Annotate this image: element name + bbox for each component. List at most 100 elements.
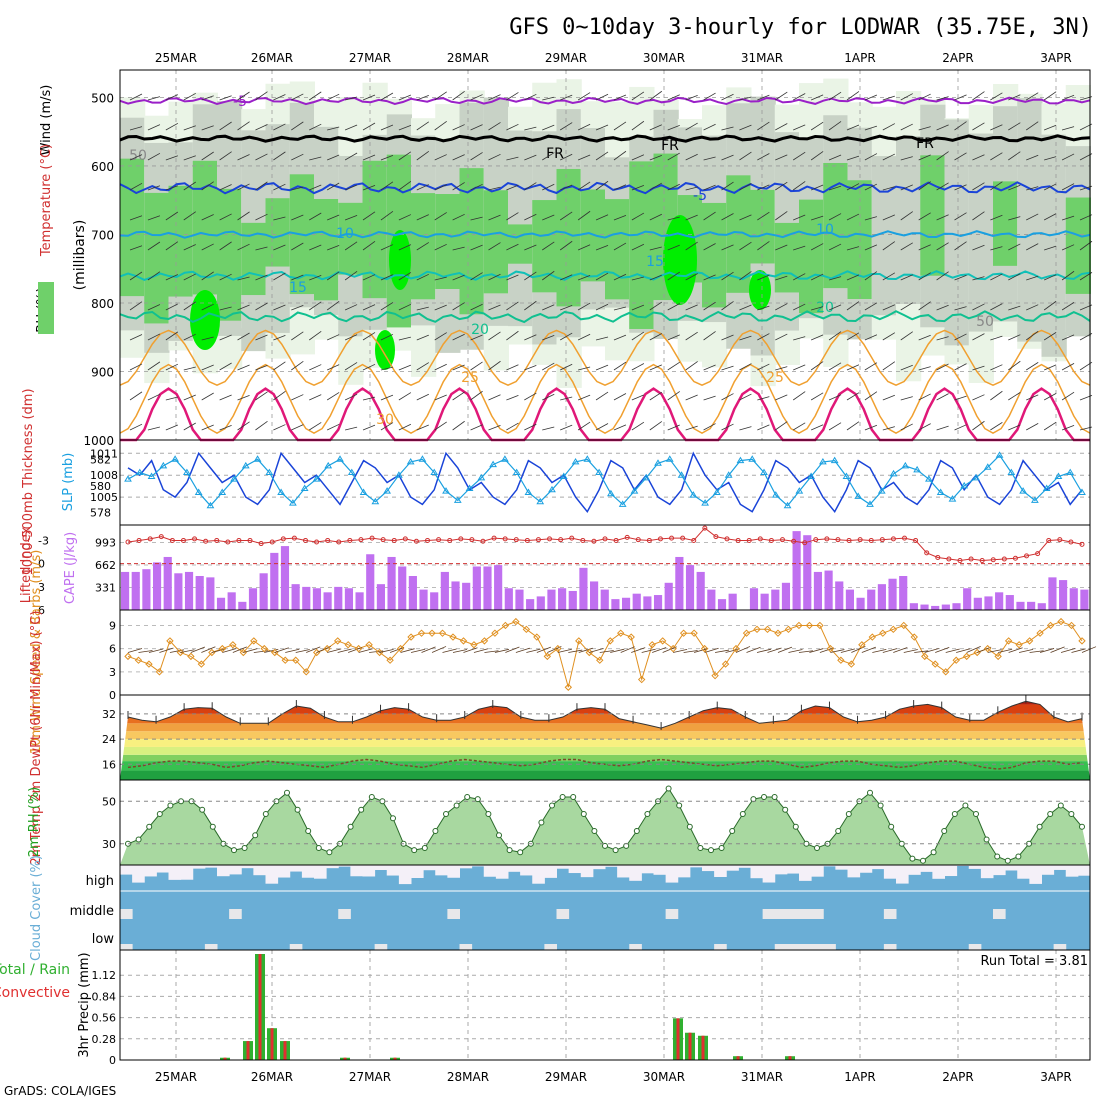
isotherm-line xyxy=(119,96,1091,106)
wind-barb xyxy=(918,244,931,251)
lifted-index-point xyxy=(635,537,641,543)
wind-barb xyxy=(613,94,627,101)
date-label-bottom: 30MAR xyxy=(643,1070,685,1084)
wind-barb-10m xyxy=(861,646,876,653)
lifted-index-point xyxy=(535,537,541,543)
wind-barb xyxy=(398,364,412,371)
cape-bar xyxy=(408,576,417,610)
thickness-point xyxy=(135,468,144,476)
wind-barb xyxy=(488,360,501,371)
temp-band xyxy=(120,746,1090,755)
wind-barb xyxy=(685,425,698,431)
cloud-middle-gap xyxy=(665,909,679,919)
cloud-level-label: low xyxy=(92,932,115,947)
wind-barb-10m xyxy=(966,646,981,653)
pressure-tick-label: 1000 xyxy=(83,434,114,448)
cloud-high-gap xyxy=(1017,865,1030,879)
wind-barb xyxy=(398,94,412,101)
rh2m-point xyxy=(602,842,608,849)
lifted-index-point xyxy=(358,537,364,543)
cloud-high-gap xyxy=(653,865,667,875)
cloud-low-gap xyxy=(714,944,727,950)
precip-convective-label: Convective xyxy=(0,985,70,1001)
contour-label: 20 xyxy=(471,322,489,338)
wind-barb xyxy=(452,124,465,131)
rh-fill-green xyxy=(920,155,946,276)
wind-barb-10m xyxy=(201,646,216,653)
rh-fill-green xyxy=(993,181,1019,266)
wind-speed-point xyxy=(260,644,268,653)
cape-bar xyxy=(270,552,279,610)
wind-speed-point xyxy=(721,660,730,668)
thickness-point xyxy=(972,473,980,481)
thickness-point xyxy=(807,472,815,480)
thickness-point xyxy=(442,487,450,494)
wind-barb xyxy=(416,94,429,101)
cape-bar xyxy=(835,581,844,610)
thickness-point xyxy=(324,461,333,469)
cloud-high-gap xyxy=(556,865,570,869)
cape-bar xyxy=(344,588,354,610)
wind-barb xyxy=(757,363,770,371)
wind-barb xyxy=(398,151,412,161)
wind-speed-point xyxy=(554,644,562,653)
wind-barb xyxy=(972,182,985,191)
wind-barb xyxy=(1008,360,1021,371)
wind-barb xyxy=(434,394,447,401)
rh2m-point xyxy=(782,806,789,813)
cape-bar xyxy=(462,582,471,610)
cape-bar xyxy=(152,562,162,610)
wind-speed-point xyxy=(606,637,614,645)
rh-fill-green xyxy=(508,224,534,264)
wind-barb xyxy=(577,154,591,161)
cloud-high-gap xyxy=(314,865,327,879)
cloud-high-gap xyxy=(495,865,509,879)
wind-barb xyxy=(183,366,196,371)
cloud-low-gap xyxy=(774,944,788,950)
rh2m-point xyxy=(538,819,545,826)
lifted-index-point xyxy=(436,537,442,543)
lifted-index-point xyxy=(269,539,275,545)
slp-tick-label: 1011 xyxy=(90,447,118,460)
rh2m-point xyxy=(1057,802,1064,809)
wind-barb xyxy=(524,392,537,401)
wind-barb xyxy=(685,153,698,161)
wind-barb xyxy=(1026,243,1039,251)
wind-speed-point xyxy=(134,656,143,664)
wind-barb xyxy=(703,123,716,131)
wind-barb xyxy=(739,271,752,281)
wind-barb xyxy=(416,121,430,131)
wind-barb-10m xyxy=(777,646,793,653)
wind-barb xyxy=(595,364,609,371)
wind-barb xyxy=(344,304,358,311)
rh2m-point xyxy=(612,847,619,854)
wind-barb xyxy=(398,272,412,281)
wind-barb xyxy=(595,214,609,221)
cloud-middle-gap xyxy=(447,909,460,919)
lifted-index-point xyxy=(347,537,353,543)
wind-barb xyxy=(183,125,196,131)
wind-barb xyxy=(416,214,429,221)
thickness-point xyxy=(783,501,792,509)
precip-tick-label: 0.84 xyxy=(92,990,117,1003)
wind-barb xyxy=(595,180,609,191)
cape-bar xyxy=(227,592,236,610)
wind-barb xyxy=(542,96,555,101)
lifted-index-point xyxy=(768,537,774,543)
wind-speed-point xyxy=(816,621,824,630)
wind-speed-point xyxy=(386,656,394,664)
wind-barb xyxy=(882,123,896,131)
wind-barb xyxy=(165,155,178,161)
cloud-high-gap xyxy=(714,865,727,877)
wind-barb xyxy=(577,421,591,431)
rh-fill-mid xyxy=(1041,134,1067,357)
wind-barb xyxy=(237,364,250,371)
wind-barb xyxy=(900,184,913,191)
cape-bar xyxy=(558,588,567,610)
temp-tick-label: 16 xyxy=(102,758,116,771)
wind-barb xyxy=(129,363,143,371)
wind-barb xyxy=(918,334,931,341)
lifted-index-point xyxy=(624,534,630,540)
wind-barb-10m xyxy=(715,649,730,653)
